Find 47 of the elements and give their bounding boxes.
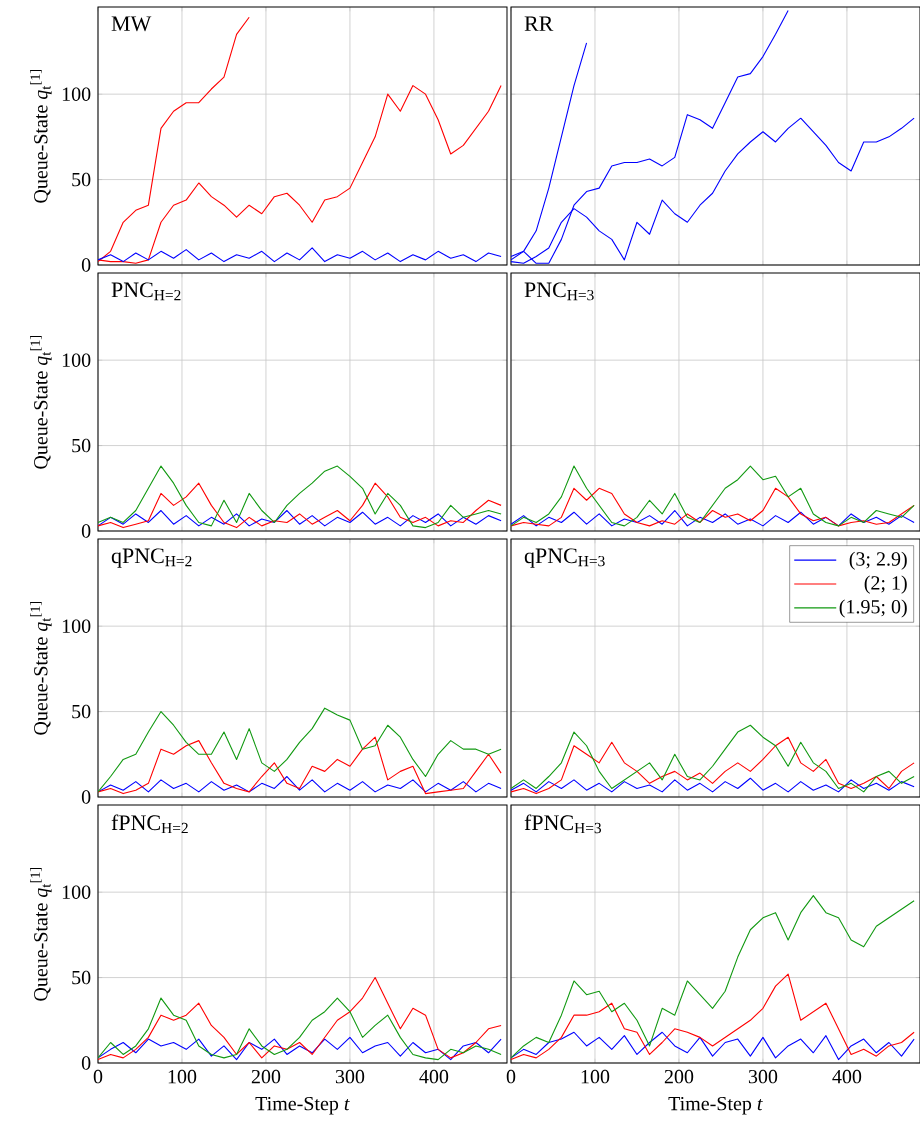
chart-title: fPNC$_{H=2}$ [111, 814, 188, 834]
legend-label: (2; 1) [864, 575, 907, 594]
y-tick-label: 100 [62, 619, 91, 633]
y-tick-label: 0 [81, 790, 91, 804]
chart-title: fPNC$_{H=3}$ [524, 814, 601, 834]
line-series [97, 1036, 502, 1061]
y-axis-title: Queue-State q$_{t}$[1] [29, 336, 52, 469]
line-series [97, 707, 502, 793]
line-series [97, 247, 502, 263]
line-series [97, 775, 502, 793]
y-axis-title: Queue-State q$_{t}$[1] [29, 602, 52, 735]
y-tick-label: 50 [72, 172, 91, 187]
y-tick-label: 100 [62, 87, 91, 101]
y-tick-label: 50 [72, 438, 91, 453]
x-tick-label: 400 [832, 1069, 861, 1084]
y-tick-label: 100 [62, 353, 91, 367]
y-axis-title: Queue-State q$_{t}$[1] [29, 868, 52, 1001]
chart-title: qPNC$_{H=3}$ [524, 548, 605, 568]
line-series [97, 509, 502, 527]
legend-label: (1.95; 0) [839, 599, 907, 618]
y-tick-label: 0 [81, 524, 91, 538]
x-tick-label: 400 [419, 1069, 448, 1084]
x-tick-label: 300 [748, 1069, 777, 1084]
legend-label: (3; 2.9) [849, 551, 907, 570]
y-tick-label: 50 [72, 970, 91, 985]
line-series [97, 997, 502, 1061]
y-tick-label: 50 [72, 704, 91, 719]
y-axis-title: Queue-State q$_{t}$[1] [29, 70, 52, 203]
chart-title: MW [111, 16, 152, 32]
x-tick-label: 300 [335, 1069, 364, 1084]
x-tick-label: 200 [664, 1069, 693, 1084]
chart-title: PNC$_{H=2}$ [111, 282, 181, 301]
x-tick-label: 0 [93, 1069, 102, 1084]
x-tick-label: 100 [581, 1069, 609, 1084]
x-tick-label: 200 [251, 1069, 280, 1084]
x-tick-label: 100 [168, 1069, 196, 1084]
y-tick-label: 0 [81, 1056, 91, 1070]
x-axis-title: Time-Step t [255, 1096, 350, 1115]
x-tick-label: 0 [506, 1069, 515, 1084]
line-series [97, 736, 502, 795]
x-axis-title: Time-Step t [668, 1096, 763, 1115]
chart-title: RR [524, 16, 554, 31]
chart-title: qPNC$_{H=2}$ [111, 548, 192, 568]
line-series [97, 482, 502, 529]
chart-title: PNC$_{H=3}$ [524, 282, 594, 301]
y-tick-label: 100 [62, 885, 91, 899]
y-tick-label: 0 [81, 258, 91, 272]
